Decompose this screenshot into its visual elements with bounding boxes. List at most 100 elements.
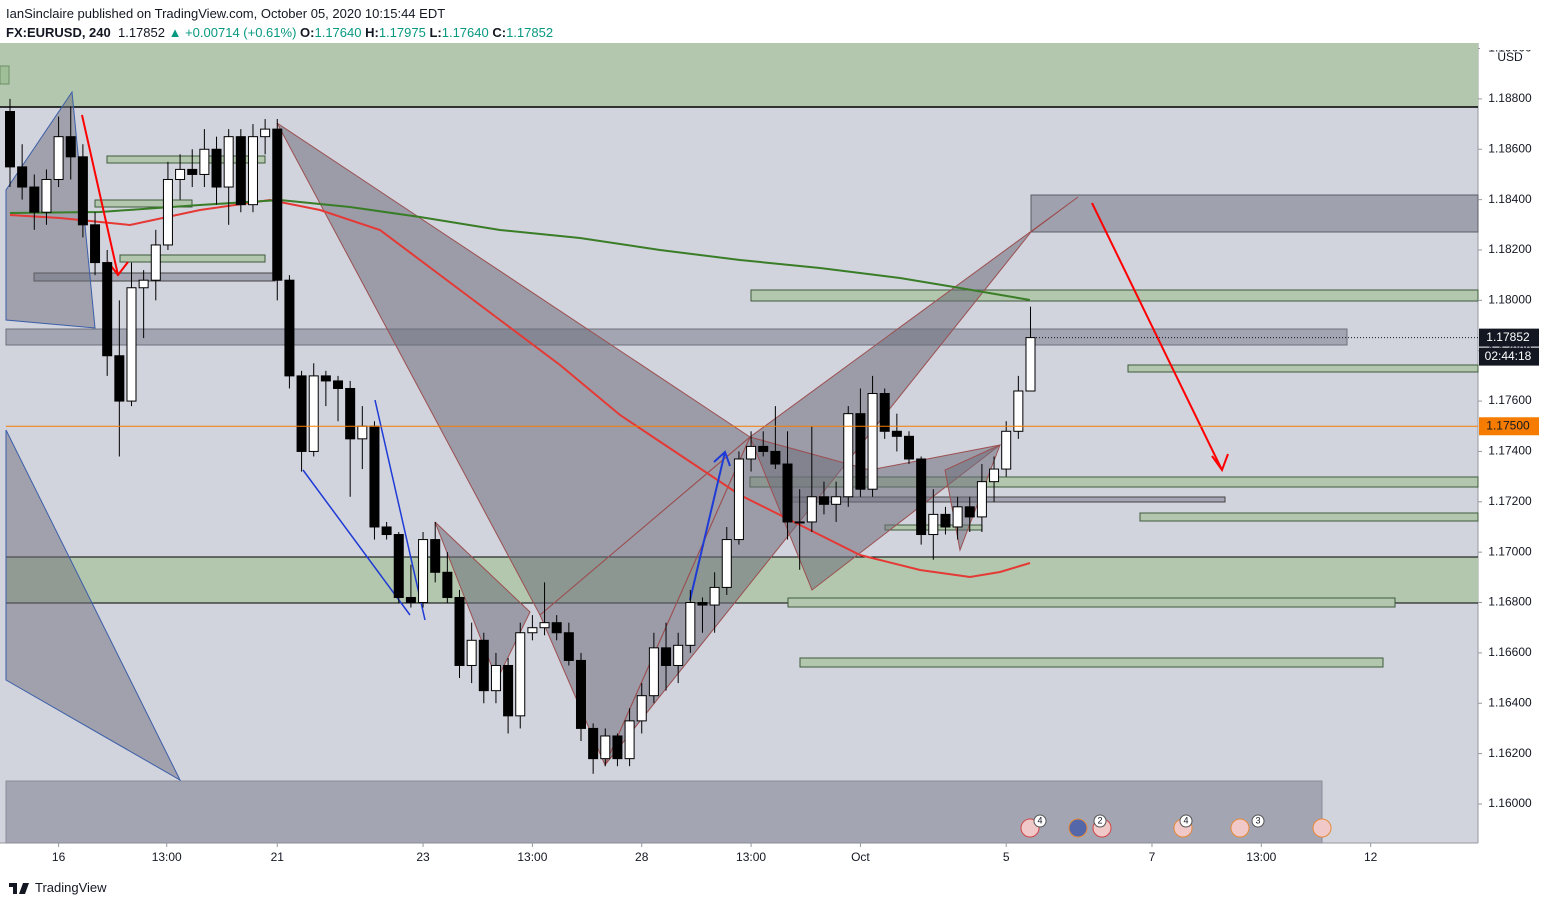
last-price-tag (1479, 328, 1539, 347)
ohlc-label: L: (429, 25, 442, 40)
candle-body (612, 735, 623, 760)
candle-body (29, 186, 40, 213)
candle-body (175, 168, 186, 180)
y-tick-label: 1.16800 (1488, 595, 1532, 609)
candle-body (405, 596, 416, 604)
event-badge (1033, 814, 1047, 828)
candle-body (709, 586, 720, 606)
candle-body (891, 430, 902, 437)
candle-body (600, 735, 611, 760)
candle-body (904, 435, 915, 460)
candles (5, 98, 1036, 774)
candle-body (855, 413, 866, 490)
ohlc-value: 1.17640 (441, 25, 489, 40)
candle-body (624, 720, 635, 760)
candle-body (551, 622, 562, 634)
zone (0, 65, 10, 85)
pattern-triangle (434, 521, 531, 682)
candle-body (393, 534, 404, 598)
y-tick-label: 1.16400 (1488, 695, 1532, 709)
event-count: 3 (1255, 815, 1260, 825)
candle-body (223, 136, 234, 188)
candle-body (284, 279, 295, 377)
arrow (302, 399, 426, 621)
logo-icon (9, 882, 29, 894)
candle-body (138, 279, 149, 289)
zone (1127, 364, 1479, 373)
header: IanSinclaire published on TradingView.co… (6, 4, 553, 42)
candle-body (418, 539, 429, 604)
change: ▲ +0.00714 (+0.61%) (168, 25, 297, 40)
zone (1030, 194, 1479, 233)
event-icons (1020, 818, 1332, 838)
candle-body (1001, 430, 1012, 470)
zone (0, 43, 1478, 107)
candle-body (685, 602, 696, 646)
candle-body (126, 287, 137, 402)
event-count: 2 (1097, 815, 1102, 825)
candle-body (235, 136, 246, 206)
candle-body (53, 136, 64, 180)
candle-body (794, 521, 805, 524)
candle-body (648, 647, 659, 697)
candle-body (77, 156, 88, 226)
x-tick-label: 13:00 (736, 850, 766, 864)
event-count: 4 (1183, 815, 1188, 825)
candle-body (454, 596, 465, 666)
currency-mask (1480, 43, 1550, 50)
candle-body (430, 539, 441, 573)
y-tick-label: 1.17200 (1488, 494, 1532, 508)
candle-body (843, 413, 854, 498)
candle-body (102, 262, 113, 357)
candle-body (369, 425, 380, 528)
candle-body (478, 639, 489, 692)
y-tick-label: 1.16600 (1488, 645, 1532, 659)
y-tick-label: 1.18400 (1488, 192, 1532, 206)
candle-body (770, 450, 781, 465)
ohlc-label: H: (365, 25, 379, 40)
price-line-tag (1479, 417, 1539, 436)
candle-body (41, 178, 52, 213)
candle-body (661, 647, 672, 666)
candle-body (527, 627, 538, 634)
zone (750, 289, 1479, 302)
candle-body (673, 644, 684, 666)
candle-body (442, 571, 453, 598)
zone (94, 199, 193, 208)
chart: 1.16000 1.16200 1.16400 1.16600 1.16800 1.170… (0, 40, 1550, 865)
ohlc-value: 1.17852 (506, 25, 554, 40)
candle-body (247, 136, 258, 206)
candle-body (575, 659, 586, 729)
x-tick-label: 23 (416, 850, 430, 864)
candle-body (260, 128, 271, 138)
candle-body (588, 727, 599, 760)
event-badge (1179, 814, 1193, 828)
candle-body (333, 380, 344, 389)
brand: TradingView (35, 880, 107, 895)
x-tick-label: 5 (1003, 850, 1010, 864)
published-line: IanSinclaire published on TradingView.co… (6, 6, 446, 21)
y-tick-label: 1.17400 (1488, 444, 1532, 458)
candle-body (150, 244, 161, 281)
candle-body (964, 506, 975, 518)
candle-body (916, 458, 927, 536)
candle-body (1025, 337, 1036, 392)
ohlc-label: C: (492, 25, 507, 40)
y-tick-label: 1.18800 (1488, 91, 1532, 105)
legend-line: FX:EURUSD, 240 1.17852 ▲ +0.00714 (+0.61… (6, 23, 553, 42)
candle-body (381, 526, 392, 536)
candle-body (989, 468, 1000, 483)
candle-body (199, 148, 210, 175)
candle-body (90, 224, 101, 264)
candle-body (563, 632, 574, 661)
x-tick-label: 13:00 (152, 850, 182, 864)
candle-body (539, 622, 550, 629)
event-icon (1230, 818, 1250, 838)
candle-body (952, 506, 963, 528)
candle-body (758, 445, 769, 452)
candle-body (308, 375, 319, 452)
event-icon (1312, 818, 1332, 838)
candle-body (211, 148, 222, 188)
candle-body (187, 168, 198, 175)
